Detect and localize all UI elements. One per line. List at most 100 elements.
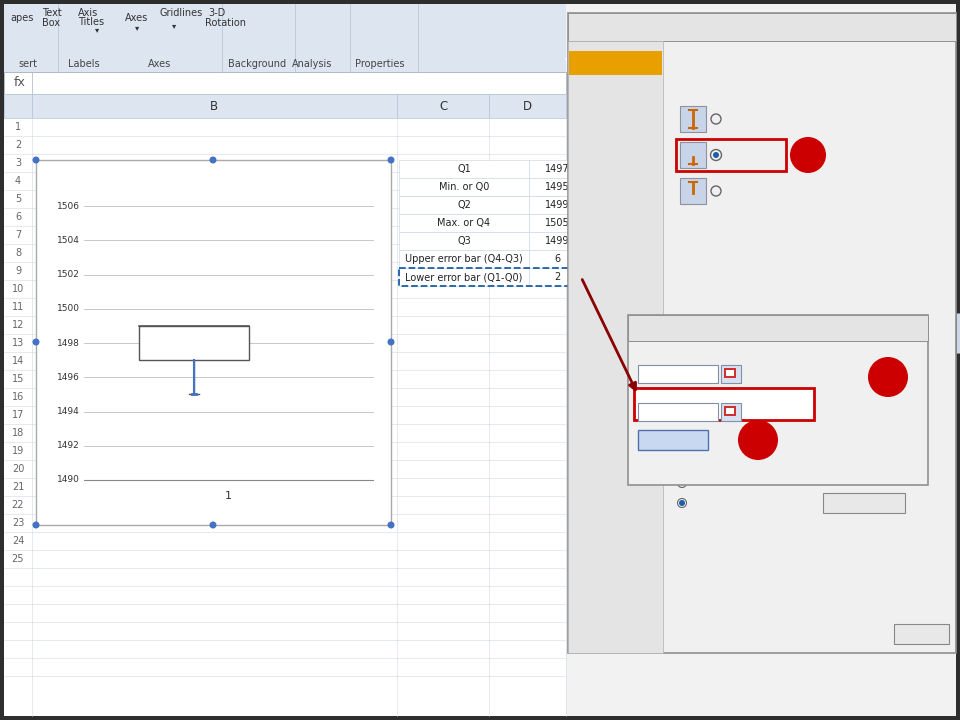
- Bar: [4, 55, 566, 73]
- Text: Text: Text: [42, 8, 61, 18]
- Bar: [823, 415, 901, 431]
- Text: <: <: [955, 328, 960, 338]
- Bar: [638, 430, 708, 450]
- Text: 24: 24: [12, 536, 24, 546]
- Bar: [634, 388, 814, 420]
- Text: Titles: Titles: [78, 17, 104, 27]
- Text: Close: Close: [907, 630, 937, 640]
- Bar: [569, 51, 662, 75]
- Text: 0: 0: [826, 418, 832, 428]
- Text: 6: 6: [15, 212, 21, 222]
- Bar: [4, 118, 566, 716]
- Text: =Sheet3!$C: =Sheet3!$C: [642, 407, 701, 417]
- Text: ={1}: ={1}: [642, 369, 671, 379]
- Text: 4: 4: [15, 176, 21, 186]
- Text: Analysis: Analysis: [292, 59, 332, 69]
- Text: 3: 3: [752, 431, 765, 449]
- Text: 2: 2: [554, 272, 561, 282]
- Text: 1.0: 1.0: [826, 458, 841, 468]
- Text: 1492: 1492: [58, 441, 80, 450]
- Text: 16: 16: [12, 392, 24, 402]
- Bar: [724, 368, 736, 378]
- Text: Properties: Properties: [355, 59, 404, 69]
- Bar: [139, 326, 249, 360]
- Bar: [529, 232, 586, 250]
- Text: 14: 14: [12, 356, 24, 366]
- Text: 3: 3: [15, 158, 21, 168]
- Text: C: C: [439, 99, 447, 112]
- Text: 1500: 1500: [57, 305, 80, 313]
- Text: 9: 9: [15, 266, 21, 276]
- Bar: [4, 72, 566, 94]
- Text: apes: apes: [10, 13, 34, 23]
- Bar: [724, 406, 736, 416]
- Text: 1502: 1502: [58, 270, 80, 279]
- Text: Negative Error Value: Negative Error Value: [638, 390, 760, 400]
- Text: Percentage:: Percentage:: [691, 438, 754, 448]
- Text: Max. or Q4: Max. or Q4: [438, 218, 491, 228]
- Text: D: D: [522, 99, 532, 112]
- Text: 21: 21: [12, 482, 24, 492]
- Bar: [399, 268, 529, 286]
- Bar: [4, 4, 566, 74]
- Text: 20: 20: [12, 464, 24, 474]
- Bar: [638, 365, 718, 383]
- Text: ▾: ▾: [135, 24, 139, 32]
- Bar: [676, 139, 786, 171]
- Bar: [399, 232, 529, 250]
- Circle shape: [388, 521, 395, 528]
- Circle shape: [388, 156, 395, 163]
- Text: Upper error bar (Q4-Q3): Upper error bar (Q4-Q3): [405, 254, 523, 264]
- Text: 6: 6: [555, 254, 561, 264]
- Circle shape: [33, 521, 39, 528]
- Text: 1499: 1499: [545, 236, 569, 246]
- Bar: [399, 196, 529, 214]
- Circle shape: [713, 152, 719, 158]
- Text: Q1: Q1: [457, 164, 470, 174]
- Text: 7: 7: [14, 230, 21, 240]
- Bar: [680, 178, 706, 204]
- Bar: [489, 94, 566, 118]
- Text: 19: 19: [12, 446, 24, 456]
- Circle shape: [790, 137, 826, 173]
- Text: 1498: 1498: [58, 338, 80, 348]
- Text: Background: Background: [228, 59, 286, 69]
- Bar: [956, 313, 960, 353]
- Bar: [726, 370, 734, 376]
- Text: 1506: 1506: [57, 202, 80, 211]
- Bar: [399, 214, 529, 232]
- Bar: [721, 403, 741, 421]
- Text: Rotation: Rotation: [205, 18, 246, 28]
- Text: 1499: 1499: [545, 200, 569, 210]
- Bar: [397, 94, 489, 118]
- Text: Direction: Direction: [675, 92, 729, 106]
- Text: Labels: Labels: [68, 59, 100, 69]
- Text: ?: ?: [897, 322, 903, 335]
- Text: 2: 2: [14, 140, 21, 150]
- Text: 12: 12: [12, 320, 24, 330]
- Bar: [721, 365, 741, 383]
- Text: Line Style: Line Style: [588, 105, 643, 115]
- Text: Gridlines: Gridlines: [160, 8, 204, 18]
- Bar: [399, 178, 529, 196]
- Text: Both: Both: [725, 114, 751, 124]
- Text: 10: 10: [12, 284, 24, 294]
- Text: Standard error: Standard error: [691, 478, 767, 488]
- Text: 1504: 1504: [58, 236, 80, 245]
- Text: 17: 17: [12, 410, 24, 420]
- Bar: [823, 493, 905, 513]
- Text: 1497: 1497: [545, 164, 570, 174]
- Text: 22: 22: [12, 500, 24, 510]
- Text: Error Amount: Error Amount: [675, 396, 759, 406]
- Bar: [529, 160, 586, 178]
- Text: 8: 8: [15, 248, 21, 258]
- Text: ▾: ▾: [95, 25, 99, 35]
- Bar: [628, 315, 928, 341]
- Text: 1: 1: [15, 122, 21, 132]
- Bar: [529, 268, 586, 286]
- Text: 13: 13: [12, 338, 24, 348]
- Bar: [680, 106, 706, 132]
- Circle shape: [388, 338, 395, 346]
- Circle shape: [209, 156, 217, 163]
- Text: 0: 0: [826, 438, 832, 448]
